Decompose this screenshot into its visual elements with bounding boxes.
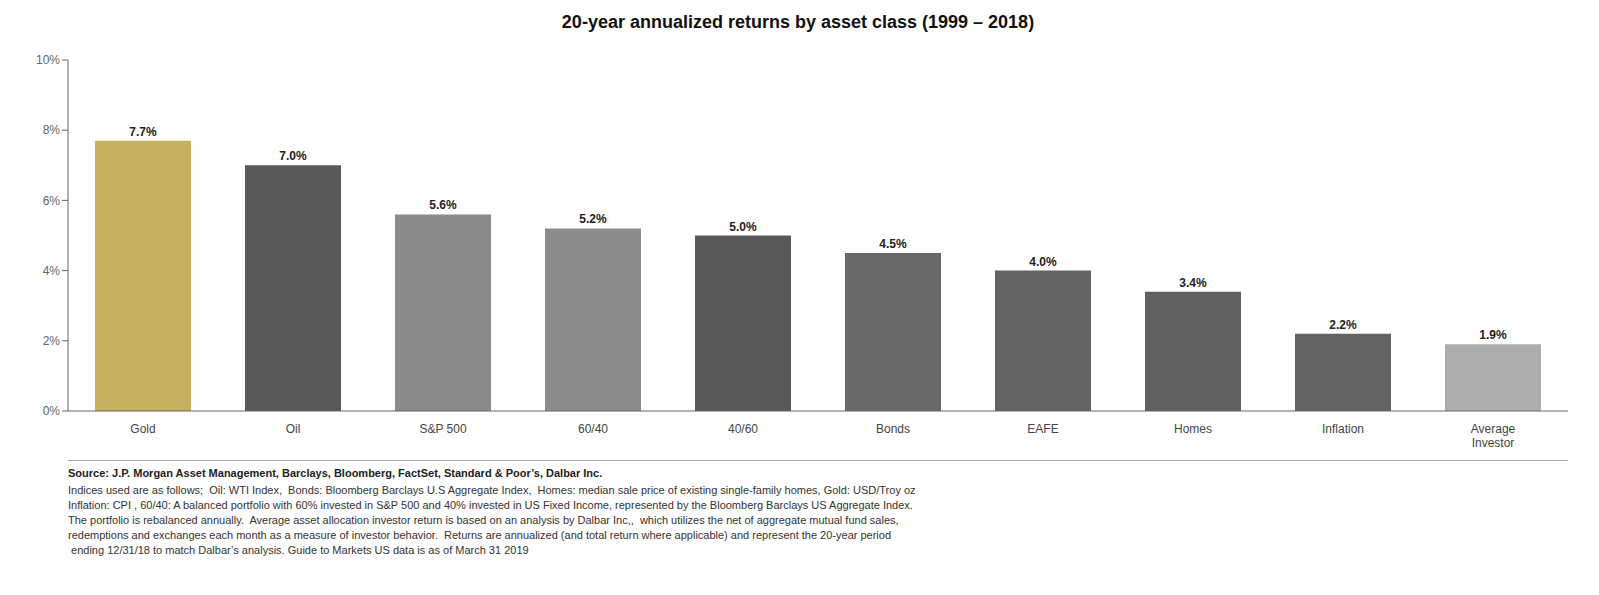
svg-text:5.6%: 5.6% bbox=[429, 198, 457, 212]
svg-text:7.7%: 7.7% bbox=[129, 125, 157, 139]
svg-text:EAFE: EAFE bbox=[1027, 422, 1058, 436]
svg-text:8%: 8% bbox=[43, 123, 61, 137]
svg-text:5.2%: 5.2% bbox=[579, 212, 607, 226]
svg-text:4%: 4% bbox=[43, 264, 61, 278]
svg-text:10%: 10% bbox=[36, 53, 60, 67]
svg-text:3.4%: 3.4% bbox=[1179, 276, 1207, 290]
svg-text:1.9%: 1.9% bbox=[1479, 328, 1507, 342]
svg-text:2.2%: 2.2% bbox=[1329, 318, 1357, 332]
html-text:Indices used are as follows; O: Indices used are as follows; Oil: WTI In… bbox=[68, 484, 916, 556]
svg-text:5.0%: 5.0% bbox=[729, 220, 757, 234]
html-text:Source: J.P. Morgan Asset Mana: Source: J.P. Morgan Asset Management, Ba… bbox=[68, 467, 603, 479]
svg-text:S&P 500: S&P 500 bbox=[419, 422, 466, 436]
svg-text:40/60: 40/60 bbox=[728, 422, 758, 436]
svg-text:7.0%: 7.0% bbox=[279, 149, 307, 163]
svg-text:4.5%: 4.5% bbox=[879, 237, 907, 251]
svg-text:Inflation: Inflation bbox=[1322, 422, 1364, 436]
svg-text:Oil: Oil bbox=[286, 422, 301, 436]
svg-text:Homes: Homes bbox=[1174, 422, 1212, 436]
svg-text:2%: 2% bbox=[43, 334, 61, 348]
svg-text:Bonds: Bonds bbox=[876, 422, 910, 436]
svg-text:Gold: Gold bbox=[130, 422, 155, 436]
svg-text:AverageInvestor: AverageInvestor bbox=[1471, 422, 1516, 450]
svg-text:60/40: 60/40 bbox=[578, 422, 608, 436]
svg-text:6%: 6% bbox=[43, 194, 61, 208]
svg-text:0%: 0% bbox=[43, 404, 61, 418]
svg-text:4.0%: 4.0% bbox=[1029, 255, 1057, 269]
html-text:20-year annualized returns by: 20-year annualized returns by asset clas… bbox=[561, 12, 1035, 32]
